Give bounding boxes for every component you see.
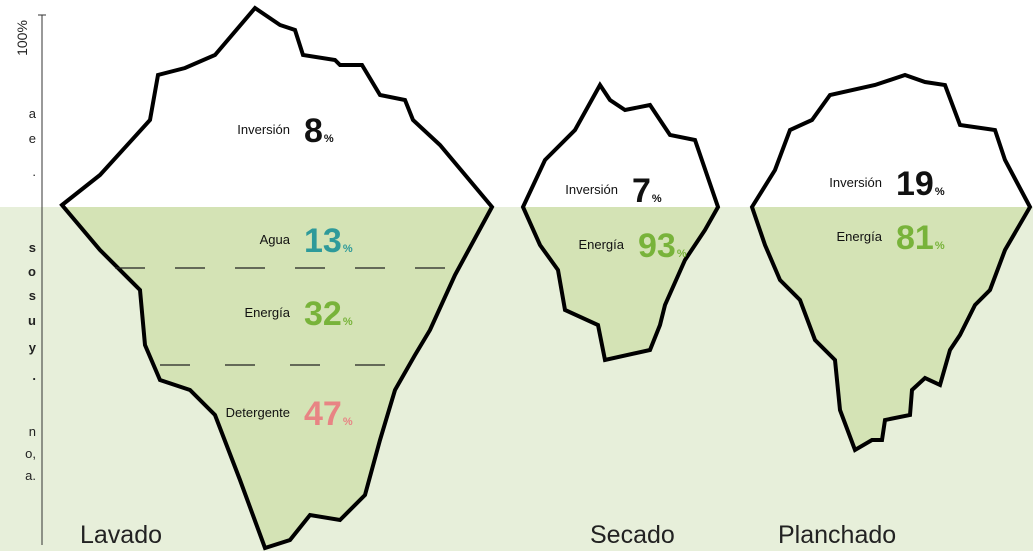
iceberg-name: Planchado	[778, 521, 896, 549]
percent-value: 32	[304, 295, 342, 333]
segment-label: Inversión	[237, 122, 290, 137]
segment-label: Detergente	[226, 405, 290, 420]
percent-value: 13	[304, 222, 342, 260]
segment-label: Agua	[260, 232, 291, 247]
iceberg-name: Lavado	[80, 521, 162, 549]
segment-label: Inversión	[565, 182, 618, 197]
percent-unit: %	[935, 186, 945, 198]
percent-value: 8	[304, 112, 323, 150]
percent-value: 93	[638, 227, 676, 265]
side-text: s	[29, 288, 36, 303]
percent-unit: %	[652, 193, 662, 205]
percent-unit: %	[324, 133, 334, 145]
side-text: u	[28, 313, 36, 328]
percent-unit: %	[343, 416, 353, 428]
percent-unit: %	[677, 248, 687, 260]
percent-unit: %	[343, 243, 353, 255]
side-text: s	[29, 240, 36, 255]
segment-label: Inversión	[829, 175, 882, 190]
percent-unit: %	[935, 240, 945, 252]
side-text: .	[32, 368, 36, 383]
segment-label: Energía	[578, 237, 624, 252]
side-text: a	[29, 106, 37, 121]
percent-value: 7	[632, 172, 651, 210]
percent-value: 19	[896, 165, 934, 203]
percent-unit: %	[343, 316, 353, 328]
side-text: o	[28, 264, 36, 279]
segment-label: Energía	[244, 305, 290, 320]
side-text: n	[29, 424, 36, 439]
side-text: .	[32, 164, 36, 179]
percent-value: 47	[304, 395, 342, 433]
segment-label: Energía	[836, 229, 882, 244]
iceberg-name: Secado	[590, 521, 675, 549]
side-text: o,	[25, 446, 36, 461]
axis-label: 100%	[14, 20, 30, 56]
side-text: a.	[25, 468, 36, 483]
percent-value: 81	[896, 219, 934, 257]
iceberg-infographic: 100%ae.sosuy.no,a.LavadoInversión8%Agua1…	[0, 0, 1033, 551]
side-text: y	[29, 340, 37, 355]
side-text: e	[29, 131, 36, 146]
